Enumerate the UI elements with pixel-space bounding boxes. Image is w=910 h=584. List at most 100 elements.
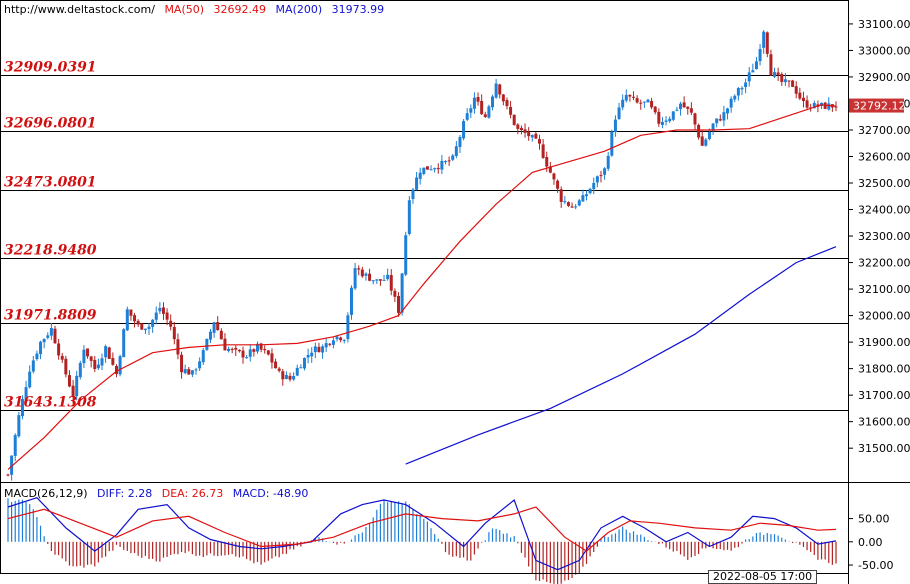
candle-body	[288, 375, 292, 380]
candle-body	[46, 335, 50, 338]
candle-body	[396, 295, 400, 313]
candle-body	[679, 103, 683, 110]
candle-body	[454, 146, 458, 156]
candle-body	[776, 72, 780, 75]
candle-body	[534, 133, 538, 139]
candle-body	[360, 269, 364, 277]
candle-body	[393, 290, 397, 297]
candle-body	[646, 99, 650, 103]
candle-body	[165, 312, 169, 320]
candle-body	[13, 435, 17, 456]
candle-body	[194, 369, 198, 371]
ma50-value: 32692.49	[213, 3, 267, 16]
candle-body	[346, 315, 350, 340]
candle-body	[281, 371, 285, 380]
candle-body	[371, 280, 375, 282]
y-tick-label: 31600.00	[858, 416, 910, 429]
candle-body	[187, 369, 191, 375]
candle-body	[111, 358, 115, 365]
y-tick-label: 31500.00	[858, 442, 910, 455]
y-tick-label: 31900.00	[858, 336, 910, 349]
candle-body	[639, 102, 643, 104]
candle-body	[787, 80, 791, 82]
macd-y-tick-label: 50.00	[858, 513, 890, 526]
candle-body	[519, 127, 523, 131]
candle-body	[552, 173, 556, 180]
candle-body	[266, 350, 270, 355]
candle-body	[31, 360, 35, 372]
candle-body	[440, 160, 444, 170]
candle-body	[516, 124, 520, 129]
y-tick-label: 32600.00	[858, 150, 910, 163]
macd-diff-value: DIFF: 2.28	[97, 487, 153, 500]
candle-body	[574, 206, 578, 208]
candle-body	[190, 370, 194, 375]
candle-body	[588, 188, 592, 194]
candle-body	[791, 80, 795, 87]
candle-body	[205, 338, 209, 350]
candle-body	[462, 121, 466, 139]
candle-body	[433, 168, 437, 170]
candle-body	[512, 114, 516, 125]
candle-body	[89, 356, 93, 361]
candle-body	[747, 72, 751, 82]
candle-body	[483, 114, 487, 117]
candle-body	[100, 358, 104, 366]
candle-body	[306, 355, 310, 358]
candle-body	[357, 268, 361, 270]
candle-body	[628, 94, 632, 97]
candle-body	[140, 323, 144, 330]
level-label: 32218.9480	[4, 243, 97, 259]
price-axis[interactable]: 31500.00 31600.00 31700.00 31800.00 31900.00…	[848, 18, 910, 455]
candle-body	[469, 108, 473, 113]
candle-body	[20, 399, 24, 417]
candle-body	[78, 362, 82, 378]
candle-body	[158, 307, 162, 312]
candle-body	[198, 361, 202, 369]
candle-body	[505, 100, 509, 107]
level-label: 31971.8809	[4, 308, 97, 324]
candle-body	[364, 273, 368, 276]
candle-body	[773, 72, 777, 77]
candle-body	[726, 108, 730, 114]
candle-body	[154, 312, 158, 320]
candle-body	[592, 182, 596, 190]
candle-body	[527, 131, 531, 137]
candle-body	[49, 328, 53, 336]
candle-body	[67, 375, 71, 387]
candle-body	[219, 330, 223, 340]
candle-body	[425, 166, 429, 170]
candle-body	[201, 350, 205, 363]
candle-body	[75, 375, 79, 397]
y-tick-label: 31800.00	[858, 363, 910, 376]
candle-body	[295, 367, 299, 376]
candle-body	[794, 86, 798, 94]
candle-body	[740, 87, 744, 90]
candle-body	[769, 54, 773, 76]
macd-axis: 50.00 0.00 -50.00	[848, 513, 893, 572]
candle-body	[252, 349, 256, 352]
candle-body	[624, 94, 628, 101]
source-url[interactable]: http://www.deltastock.com/	[4, 3, 155, 16]
candle-body	[28, 371, 32, 388]
candle-body	[801, 97, 805, 102]
candle-body	[328, 343, 332, 345]
macd-panel	[7, 497, 837, 584]
macd-macd-value: MACD: -48.90	[232, 487, 309, 500]
level-label: 32909.0391	[4, 60, 97, 76]
candle-body	[704, 139, 708, 146]
candle-body	[689, 108, 693, 113]
macd-y-tick-label: -50.00	[858, 559, 893, 572]
candle-body	[143, 328, 147, 331]
ma200-value: 31973.99	[331, 3, 385, 16]
ma200-label: MA(200)	[275, 3, 323, 16]
candle-body	[82, 349, 86, 364]
candle-body	[259, 343, 263, 350]
candle-body	[487, 106, 491, 118]
level-lines	[0, 75, 848, 411]
candle-body	[161, 307, 165, 314]
candle-body	[581, 195, 585, 202]
candle-body	[700, 136, 704, 146]
candle-body	[501, 94, 505, 102]
candle-body	[342, 339, 346, 341]
